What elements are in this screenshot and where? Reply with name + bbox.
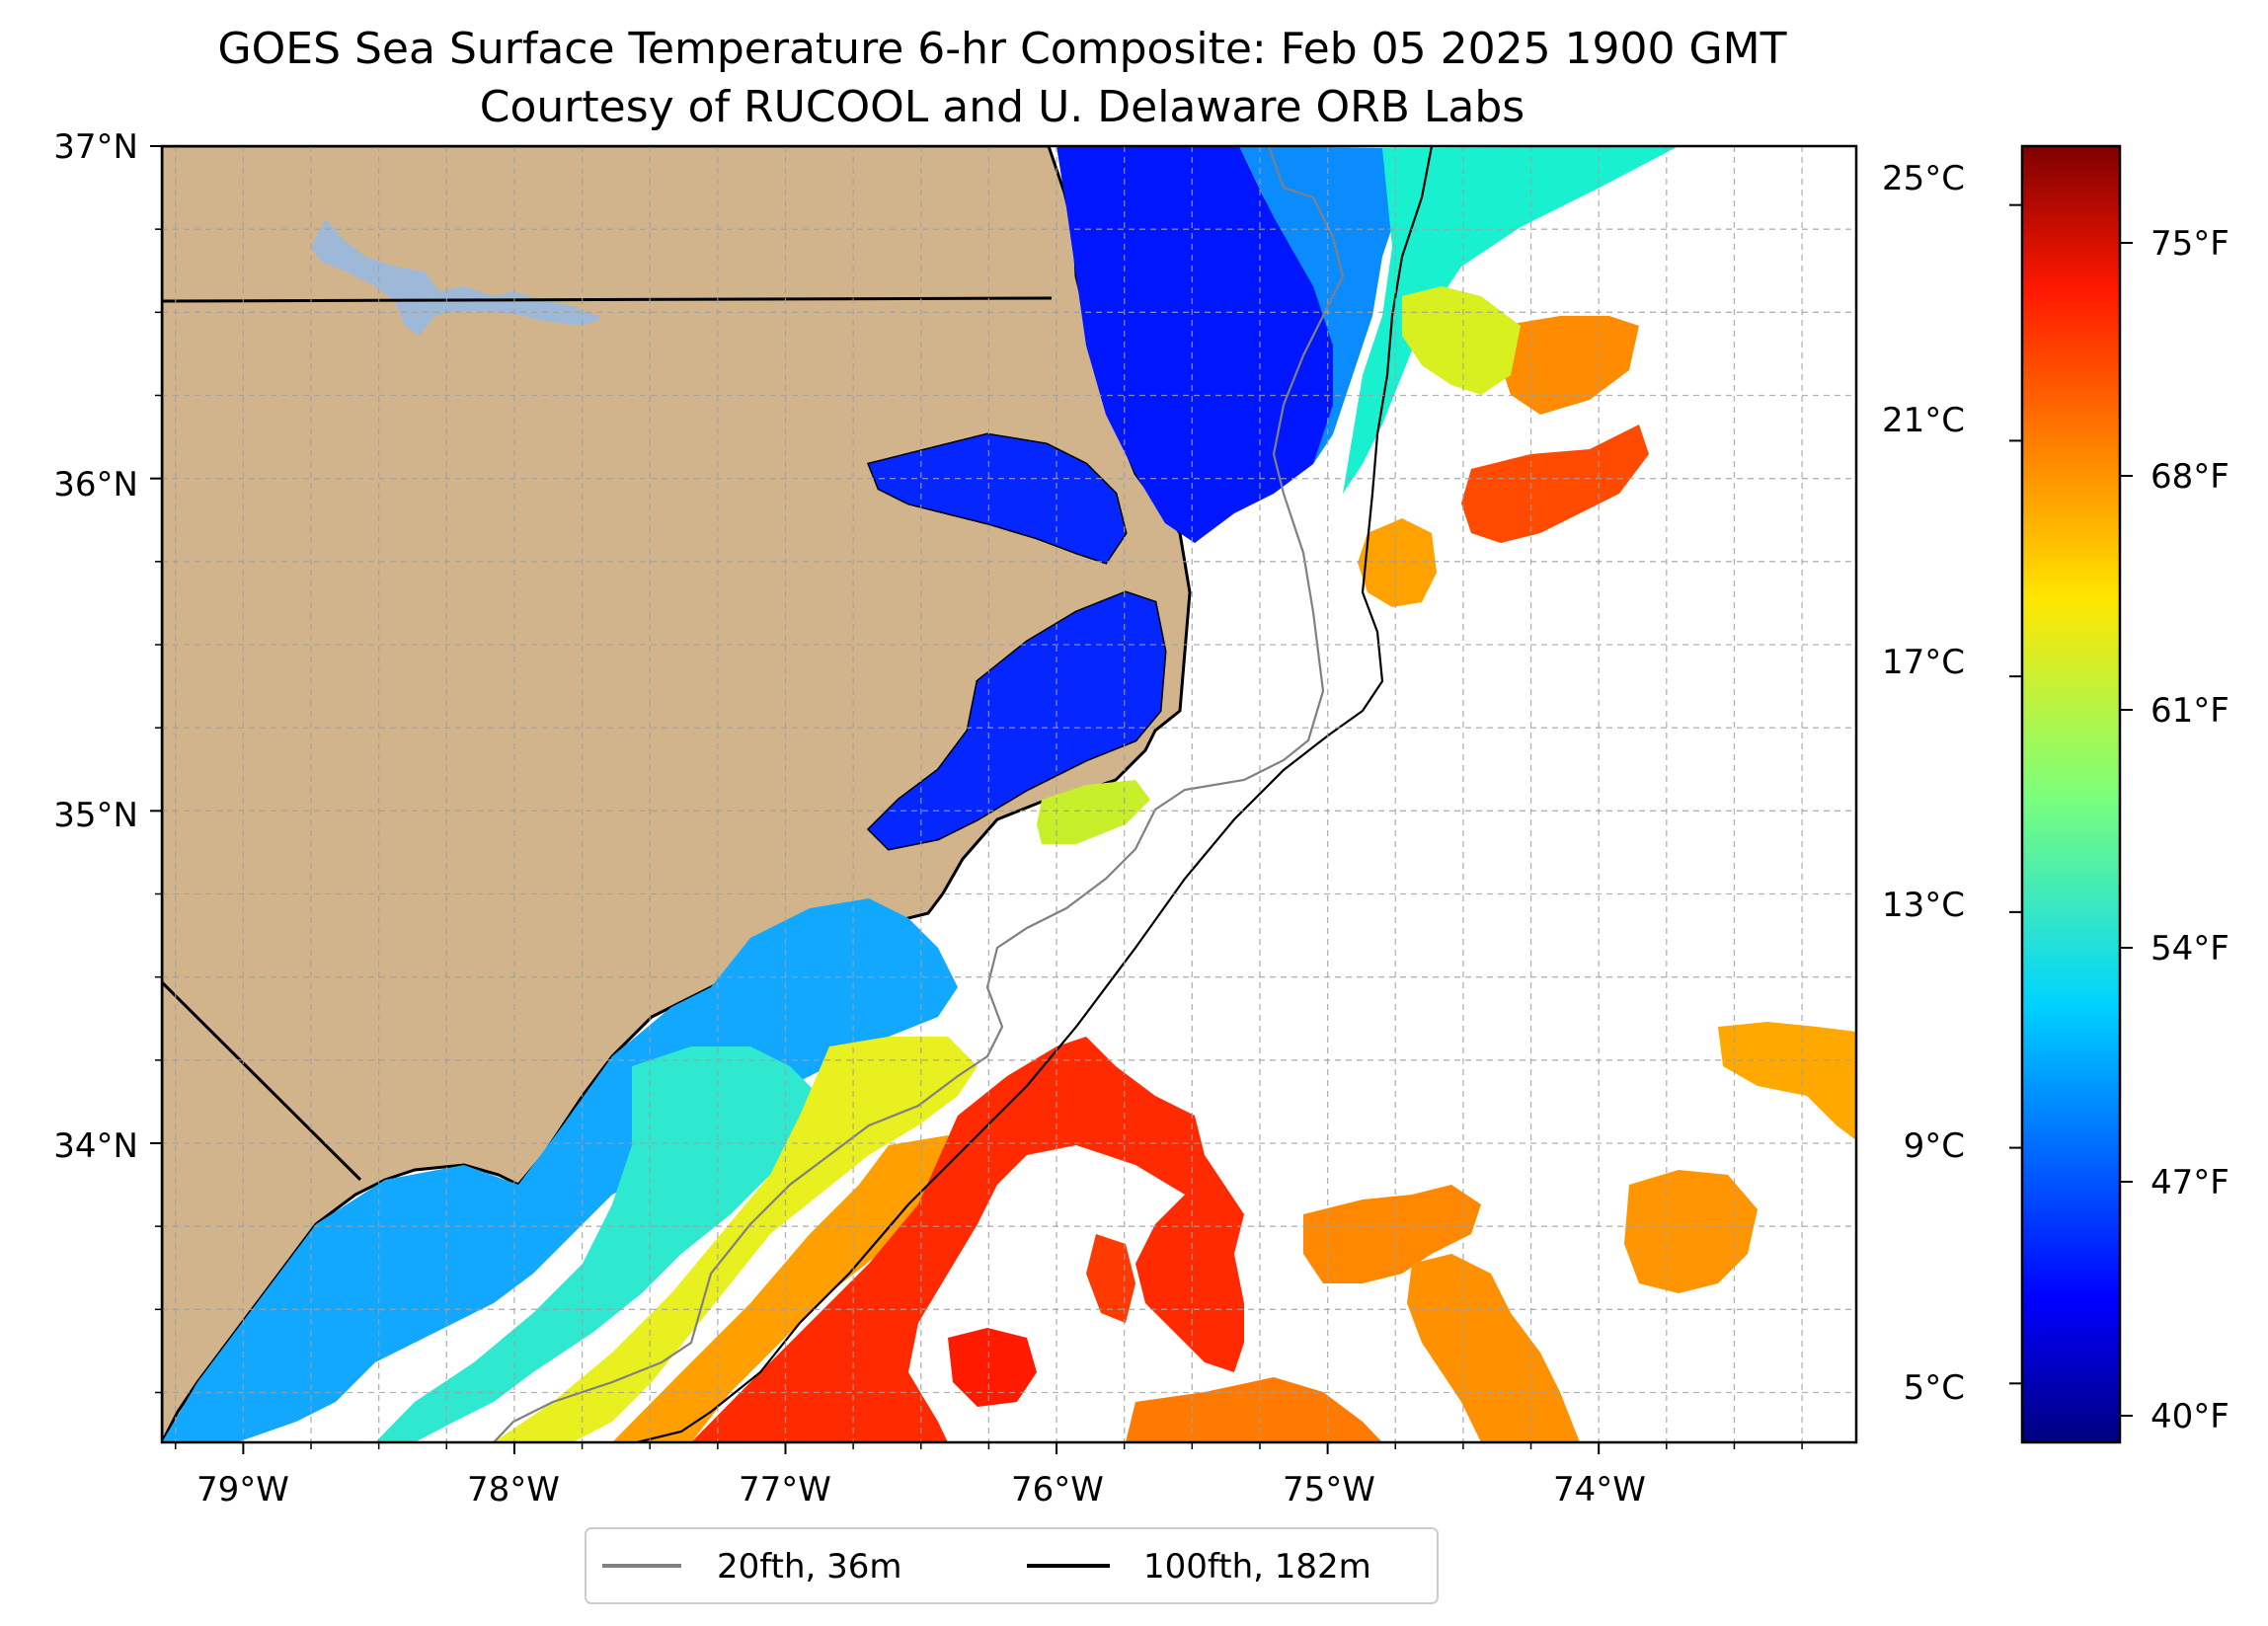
sst-patch-yellow-shelf: [494, 1037, 978, 1442]
latitude-labels: 37°N 36°N 35°N 34°N: [53, 127, 138, 1166]
sst-patch-cyan-northeast: [1343, 146, 1679, 494]
legend: 20fth, 36m 100fth, 182m: [585, 1527, 1439, 1604]
kerr-lake: [311, 219, 602, 336]
sst-patch-yellow-cape: [1037, 780, 1150, 844]
sst-patch-red-eddy-small: [948, 1328, 1037, 1407]
celsius-label-25: 25°C: [1882, 159, 1965, 198]
fahrenheit-label-47: 47°F: [2151, 1163, 2229, 1202]
fahrenheit-label-40: 40°F: [2151, 1397, 2229, 1436]
sst-patch-red-north-east: [1461, 425, 1649, 543]
sst-patch-cold-north: [1056, 146, 1343, 543]
fahrenheit-label-61: 61°F: [2151, 691, 2229, 731]
celsius-labels: 25°C 21°C 17°C 13°C 9°C 5°C: [1882, 159, 1965, 1408]
fahrenheit-label-75: 75°F: [2151, 224, 2229, 264]
sst-patch-pamlico: [869, 592, 1165, 849]
sst-patch-orange-blob: [1358, 518, 1437, 607]
map-frame: [160, 144, 1858, 1444]
legend-label-20fth: 20fth, 36m: [717, 1547, 902, 1587]
sst-field: [162, 146, 1856, 1442]
lon-label-76w: 76°W: [1011, 1470, 1104, 1510]
sst-patch-gulf-stream-main: [691, 1037, 1244, 1442]
colorbar: [2020, 144, 2122, 1444]
lon-label-78w: 78°W: [467, 1470, 560, 1510]
legend-label-100fth: 100fth, 182m: [1143, 1547, 1371, 1587]
sst-patch-shelf-northeast: [1239, 146, 1402, 464]
celsius-label-21: 21°C: [1882, 401, 1965, 440]
sst-patch-onslow-bay: [162, 898, 958, 1442]
fahrenheit-tick-marks: [2120, 242, 2133, 1417]
celsius-label-9: 9°C: [1904, 1126, 1965, 1166]
sst-patch-orange-southeast: [1407, 1254, 1580, 1442]
fahrenheit-labels: 75°F 68°F 61°F 54°F 47°F 40°F: [2151, 224, 2229, 1436]
map-area: [162, 146, 1856, 1442]
sst-patch-orange-mid: [1303, 1185, 1481, 1283]
lat-label-37n: 37°N: [53, 127, 138, 167]
sst-patch-cyan-shelf: [375, 1046, 820, 1442]
sst-patch-yellow-north-east: [1402, 286, 1521, 395]
fahrenheit-label-68: 68°F: [2151, 457, 2229, 497]
lon-label-77w: 77°W: [739, 1470, 831, 1510]
lat-label-36n: 36°N: [53, 465, 138, 504]
sst-patch-orange-shelf: [612, 1135, 968, 1442]
lon-label-79w: 79°W: [196, 1470, 289, 1510]
celsius-label-5: 5°C: [1904, 1368, 1965, 1408]
isobath-20fth: [493, 146, 1345, 1442]
lon-label-74w: 74°W: [1553, 1470, 1646, 1510]
map-ticks: [150, 145, 1803, 1454]
chart-title-line-2: Courtesy of RUCOOL and U. Delaware ORB L…: [480, 82, 1525, 132]
longitude-labels: 79°W 78°W 77°W 76°W 75°W 74°W: [196, 1470, 1646, 1510]
sst-patch-albemarle: [869, 434, 1126, 563]
sst-patch-red-east: [1086, 1234, 1135, 1323]
lat-label-34n: 34°N: [53, 1126, 138, 1166]
fahrenheit-label-54: 54°F: [2151, 929, 2229, 968]
lon-label-75w: 75°W: [1283, 1470, 1375, 1510]
celsius-label-13: 13°C: [1882, 886, 1965, 925]
chart-title-line-1: GOES Sea Surface Temperature 6-hr Compos…: [218, 24, 1787, 74]
sst-patch-orange-north-east: [1501, 316, 1639, 415]
sst-patch-orange-east: [1624, 1170, 1758, 1293]
lat-label-35n: 35°N: [53, 796, 138, 835]
map-gridlines: [162, 146, 1856, 1442]
nc-sc-border: [162, 980, 362, 1182]
nc-va-border: [162, 296, 1053, 303]
sst-patch-orange-south: [1126, 1377, 1382, 1442]
legend-box: [585, 1527, 1439, 1604]
celsius-label-17: 17°C: [1882, 643, 1965, 682]
sst-patch-orange-far-east: [1718, 1022, 1856, 1140]
